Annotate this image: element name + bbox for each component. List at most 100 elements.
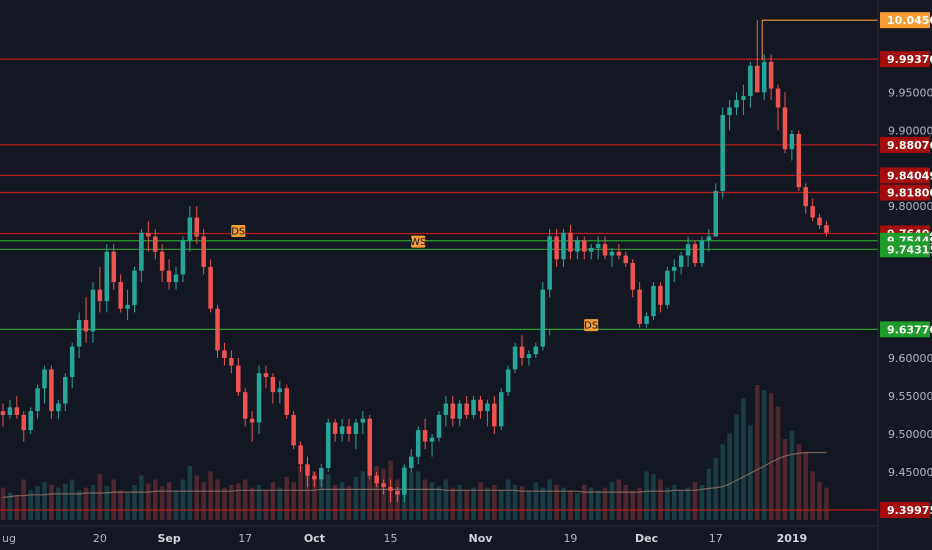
candle-body	[796, 134, 802, 188]
candle-body	[505, 369, 511, 393]
volume-bar	[547, 479, 552, 520]
candle-body	[76, 320, 82, 347]
candle-body	[118, 282, 123, 309]
volume-bar	[706, 468, 712, 520]
annotation-label: DS	[584, 321, 598, 332]
volume-bar	[817, 482, 822, 520]
volume-bar	[810, 471, 815, 520]
candle-body	[457, 403, 462, 419]
volume-bar	[374, 466, 379, 520]
candle-body	[339, 426, 345, 434]
price-axis[interactable]: 9.45000 9.50000 9.55000 9.60000 9.80000 9.900…	[880, 12, 932, 519]
volume-bar	[512, 484, 518, 520]
volume-bar	[346, 486, 352, 520]
candle-body	[187, 217, 193, 241]
candle-body	[284, 388, 289, 415]
candle-body	[547, 236, 552, 290]
annotation-box	[231, 224, 246, 237]
candle-body	[526, 354, 532, 358]
volume-bar	[720, 444, 725, 520]
time-tick-label: Dec	[635, 532, 658, 545]
volume-bar	[526, 490, 532, 520]
volume-bar	[277, 487, 283, 520]
annotation-label: DS	[231, 226, 245, 237]
time-tick-label: 20	[93, 532, 107, 545]
time-axis[interactable]: ug 20 Sep 17 Oct 15 Nov 19 Dec 17 2019	[0, 525, 878, 545]
candle-body	[554, 236, 559, 260]
volume-bar	[215, 479, 220, 520]
volume-bar	[7, 493, 13, 520]
volume-bar	[457, 484, 462, 520]
volume-bar	[485, 487, 490, 520]
volume-bar	[699, 484, 705, 520]
candle-body	[125, 304, 130, 309]
candle-body	[727, 107, 732, 116]
candle-body	[201, 236, 206, 267]
volume-bar	[671, 484, 677, 520]
volume-bar	[118, 490, 123, 520]
candle-body	[644, 316, 649, 324]
annotations: DS WS DS	[231, 224, 598, 332]
candle-body	[734, 99, 739, 108]
volume-bar	[498, 490, 504, 520]
candle-body	[360, 418, 366, 423]
candle-body	[748, 65, 753, 97]
volume-bar	[312, 471, 317, 520]
candle-body	[671, 266, 677, 271]
volume-bar	[173, 490, 179, 520]
candle-body	[159, 251, 165, 271]
candle-body	[422, 430, 428, 442]
volume-bar	[616, 479, 622, 520]
level-tag: 9.63770	[887, 323, 932, 336]
time-tick-label: 17	[709, 532, 723, 545]
candle-body	[492, 403, 497, 427]
candle-body	[63, 376, 68, 404]
candle-body	[332, 422, 338, 434]
candle-body	[194, 217, 200, 237]
candle-body	[755, 65, 760, 93]
annotation-box	[411, 235, 426, 248]
high-level-tag-bg	[880, 12, 930, 29]
level-tag-bg	[880, 136, 930, 153]
candle-body	[498, 392, 504, 427]
volume-bar	[76, 490, 82, 520]
volume-bar	[187, 466, 193, 520]
volume-bar	[755, 385, 760, 520]
candle-body	[685, 244, 691, 256]
candle-body	[630, 263, 635, 290]
volume-bar	[630, 490, 635, 520]
volume-bar	[90, 484, 96, 520]
price-tick-label: 9.90000	[888, 124, 932, 137]
volume-bar	[166, 482, 172, 520]
candle-body	[139, 232, 144, 271]
candle-body	[312, 475, 317, 480]
level-tag-bg	[880, 184, 930, 201]
time-tick-label: 2019	[777, 532, 808, 545]
candle-body	[249, 418, 255, 423]
volume-bar	[519, 486, 525, 520]
volume-bar	[222, 487, 227, 520]
volume-bar	[35, 486, 40, 520]
volume-bar	[734, 414, 739, 520]
volume-bar	[595, 490, 601, 520]
volume-bar	[63, 483, 68, 520]
candle-body	[616, 251, 622, 256]
candle-body	[533, 346, 539, 355]
volume-bar	[561, 487, 566, 520]
volume-bar	[727, 433, 732, 520]
volume-bar	[436, 486, 442, 520]
volume-bar	[651, 474, 656, 520]
level-tag-bg	[880, 167, 930, 184]
volume-bar	[658, 479, 663, 520]
candle-body	[582, 240, 587, 252]
candle-body	[713, 190, 719, 237]
candle-body	[173, 274, 179, 283]
candle-body	[291, 414, 296, 446]
candle-body	[325, 422, 331, 469]
candlesticks	[0, 20, 829, 503]
candle-body	[678, 255, 684, 267]
candle-body	[381, 483, 386, 488]
candle-body	[298, 445, 303, 465]
